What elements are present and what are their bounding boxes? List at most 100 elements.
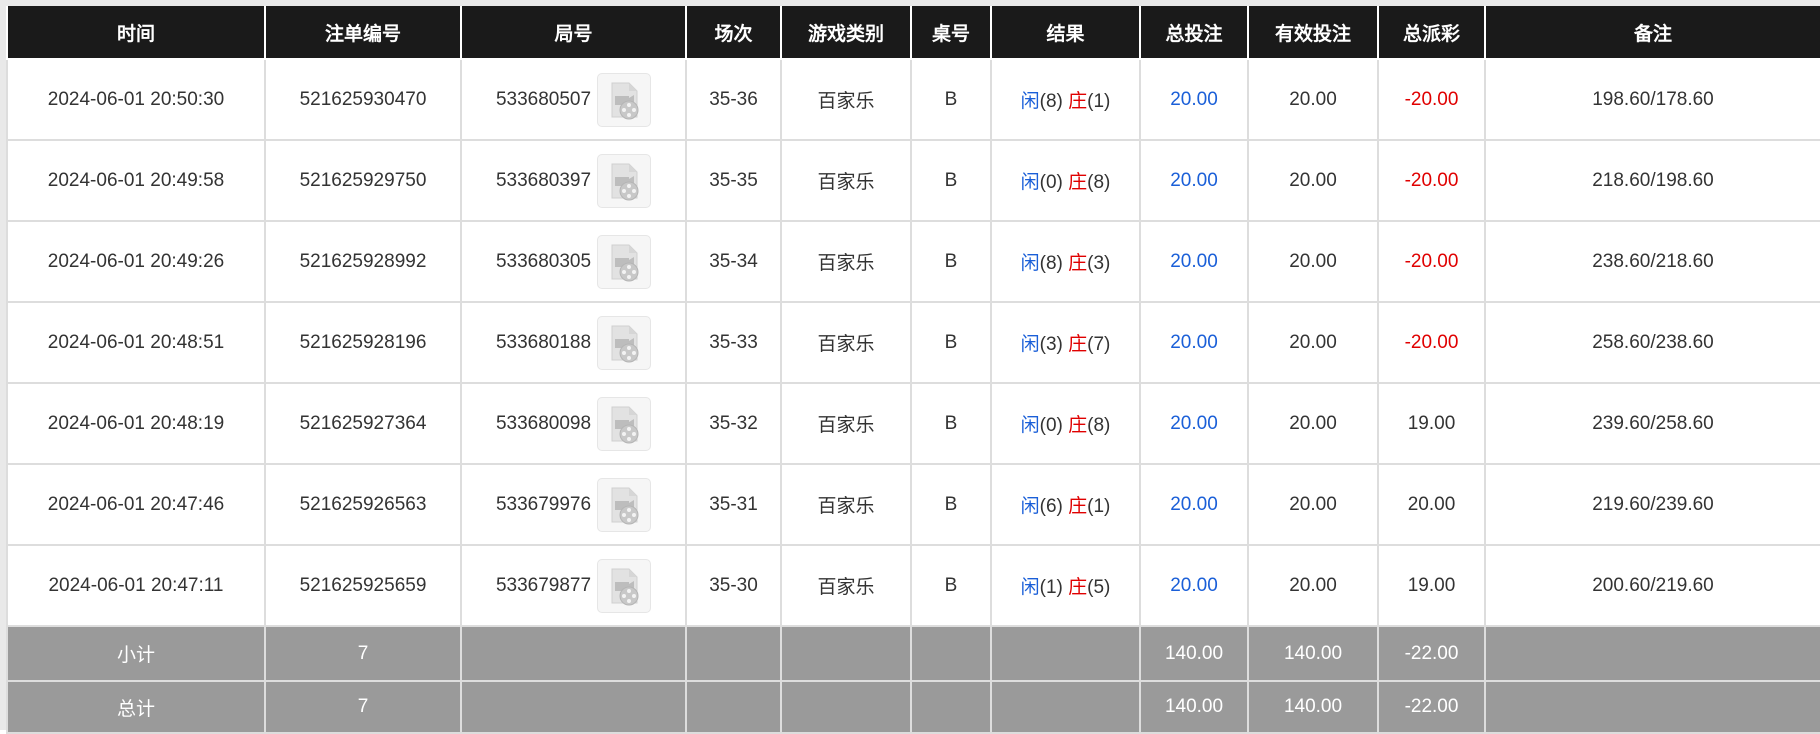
empty-cell [685,625,782,682]
video-replay-icon[interactable] [597,396,652,451]
player-label: 闲 [1020,91,1040,112]
time-cell: 2024-06-01 20:49:58 [6,139,266,222]
subtotal-count: 7 [264,625,462,682]
time-cell: 2024-06-01 20:48:51 [6,301,266,384]
video-replay-icon[interactable] [597,234,652,289]
total-bet-cell: 20.00 [1139,544,1249,627]
note-cell: 258.60/238.60 [1484,301,1820,384]
result-cell: 闲(1) 庄(5) [990,544,1141,627]
total-total-bet: 140.00 [1139,680,1249,734]
payout-cell: -20.00 [1377,301,1486,384]
column-header: 注单编号 [264,6,462,60]
time-cell: 2024-06-01 20:47:11 [6,544,266,627]
banker-score: (3) [1087,253,1111,274]
banker-score: (7) [1087,334,1111,355]
video-replay-icon[interactable] [597,477,652,532]
round-number: 533680507 [495,88,592,110]
table-row: 2024-06-01 20:49:26 521625928992 5336803… [6,220,1820,303]
bet-id-cell: 521625925659 [264,544,462,627]
column-header: 游戏类别 [780,6,912,60]
table-row: 2024-06-01 20:47:11 521625925659 5336798… [6,544,1820,627]
subtotal-row: 小计 7 140.00 140.00 -22.00 [6,625,1820,682]
total-payout: -22.00 [1377,680,1486,734]
empty-cell [1484,680,1820,734]
payout-cell: 19.00 [1377,382,1486,465]
banker-label: 庄 [1068,91,1088,112]
column-header: 结果 [990,6,1141,60]
result-cell: 闲(0) 庄(8) [990,382,1141,465]
banker-score: (5) [1087,577,1111,598]
player-score: (0) [1039,415,1063,436]
note-cell: 198.60/178.60 [1484,58,1820,141]
banker-score: (8) [1087,172,1111,193]
column-header: 总派彩 [1377,6,1486,60]
bet-id-cell: 521625930470 [264,58,462,141]
column-header: 时间 [6,6,266,60]
video-replay-icon[interactable] [597,153,652,208]
banker-score: (8) [1087,415,1111,436]
game-type-cell: 百家乐 [780,139,912,222]
player-label: 闲 [1020,577,1040,598]
round-number: 533680098 [495,412,592,434]
banker-label: 庄 [1068,577,1088,598]
video-replay-icon[interactable] [597,315,652,370]
empty-cell [910,680,992,734]
valid-bet-cell: 20.00 [1247,544,1379,627]
banker-label: 庄 [1068,415,1088,436]
table-row: 2024-06-01 20:50:30 521625930470 5336805… [6,58,1820,141]
table-row: 2024-06-01 20:47:46 521625926563 5336799… [6,463,1820,546]
valid-bet-cell: 20.00 [1247,382,1379,465]
round-number: 533679877 [495,574,592,596]
result-cell: 闲(0) 庄(8) [990,139,1141,222]
round-number: 533679976 [495,493,592,515]
subtotal-total-bet: 140.00 [1139,625,1249,682]
total-bet-cell: 20.00 [1139,58,1249,141]
video-replay-icon[interactable] [597,558,652,613]
subtotal-valid-bet: 140.00 [1247,625,1379,682]
shoe-cell: 35-36 [685,58,782,141]
column-header: 局号 [460,6,687,60]
shoe-cell: 35-34 [685,220,782,303]
video-replay-icon[interactable] [597,72,652,127]
payout-cell: -20.00 [1377,220,1486,303]
total-bet-cell: 20.00 [1139,463,1249,546]
round-number: 533680188 [495,331,592,353]
bet-records-table: 时间 注单编号 局号 场次 游戏类别 桌号 结果 总投注 有效投注 总派彩 备注 2024-06-0… [6,6,1820,734]
top-border [0,0,1820,6]
empty-cell [990,625,1141,682]
empty-cell [780,625,912,682]
table-cell: B [910,463,992,546]
total-row: 总计 7 140.00 140.00 -22.00 [6,680,1820,734]
total-bet-cell: 20.00 [1139,301,1249,384]
round-cell: 533680305 [460,220,687,303]
payout-cell: 19.00 [1377,544,1486,627]
subtotal-label: 小计 [6,625,266,682]
round-cell: 533679877 [460,544,687,627]
game-type-cell: 百家乐 [780,301,912,384]
valid-bet-cell: 20.00 [1247,58,1379,141]
time-cell: 2024-06-01 20:49:26 [6,220,266,303]
note-cell: 200.60/219.60 [1484,544,1820,627]
table-row: 2024-06-01 20:48:19 521625927364 5336800… [6,382,1820,465]
player-label: 闲 [1020,172,1040,193]
payout-cell: -20.00 [1377,139,1486,222]
banker-label: 庄 [1068,334,1088,355]
empty-cell [910,625,992,682]
result-cell: 闲(8) 庄(1) [990,58,1141,141]
shoe-cell: 35-32 [685,382,782,465]
table-cell: B [910,220,992,303]
round-cell: 533680397 [460,139,687,222]
note-cell: 218.60/198.60 [1484,139,1820,222]
player-label: 闲 [1020,415,1040,436]
note-cell: 219.60/239.60 [1484,463,1820,546]
player-label: 闲 [1020,334,1040,355]
table-cell: B [910,58,992,141]
column-header: 桌号 [910,6,992,60]
time-cell: 2024-06-01 20:50:30 [6,58,266,141]
game-type-cell: 百家乐 [780,58,912,141]
note-cell: 239.60/258.60 [1484,382,1820,465]
banker-score: (1) [1087,91,1111,112]
total-count: 7 [264,680,462,734]
empty-cell [685,680,782,734]
game-type-cell: 百家乐 [780,382,912,465]
